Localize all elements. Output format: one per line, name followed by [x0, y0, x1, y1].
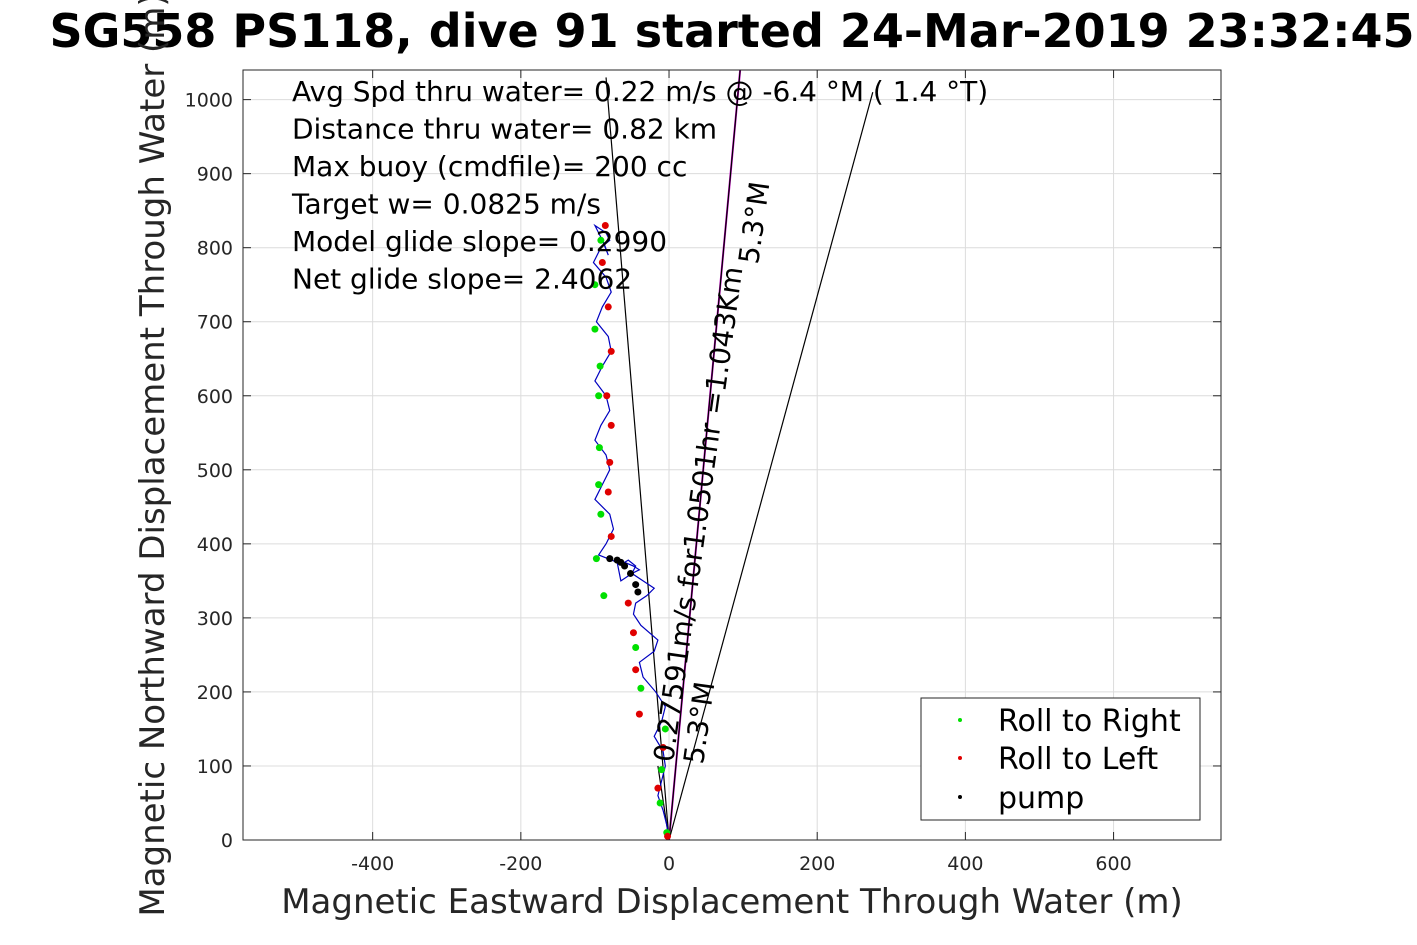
- x-tick-label: 200: [799, 853, 835, 875]
- x-tick-label: 600: [1095, 853, 1131, 875]
- y-tick-label: 600: [197, 386, 233, 408]
- roll-left-point: [659, 743, 667, 751]
- roll-right-point: [658, 766, 666, 774]
- roll-left-point: [607, 347, 615, 355]
- roll-right-point: [600, 592, 608, 600]
- x-tick-label: 400: [947, 853, 983, 875]
- reference-lines: [605, 69, 874, 841]
- y-axis-label: Magnetic Northward Displacement Through …: [133, 0, 173, 917]
- roll-left-point: [604, 303, 612, 311]
- reference-line: [668, 69, 741, 841]
- roll-left-point: [654, 784, 662, 792]
- roll-left-point: [598, 259, 606, 266]
- y-tick-label: 100: [197, 756, 233, 778]
- legend: Roll to Right Roll to Left pump: [920, 697, 1201, 821]
- roll-right-point: [597, 236, 605, 244]
- roll-points: [591, 221, 672, 840]
- legend-box: [920, 697, 1201, 821]
- y-tick-label: 500: [197, 460, 233, 482]
- reference-line: [605, 77, 670, 841]
- pump-point: [626, 569, 634, 577]
- y-tick-label: 200: [197, 682, 233, 704]
- roll-right-point: [637, 684, 645, 692]
- x-axis-label: Magnetic Eastward Displacement Through W…: [281, 882, 1183, 922]
- stats-annotation-line: Max buoy (cmdfile)= 200 cc: [292, 150, 687, 183]
- y-tick-label: 700: [197, 312, 233, 334]
- y-tick-label: 300: [197, 608, 233, 630]
- legend-label-roll-left: Roll to Left: [998, 742, 1158, 777]
- roll-left-point: [664, 832, 672, 840]
- roll-left-point: [606, 458, 614, 466]
- roll-left-point: [604, 488, 612, 496]
- pump-point: [632, 581, 640, 589]
- plot-frame: [242, 69, 1222, 841]
- y-tick-label: 1000: [185, 90, 233, 112]
- roll-right-point: [596, 362, 604, 370]
- legend-label-roll-right: Roll to Right: [998, 704, 1181, 739]
- legend-marker-roll-left: [958, 756, 962, 760]
- glider-track: [592, 223, 670, 841]
- heading-label-upper: 5.3°M: [732, 179, 776, 265]
- roll-left-point: [601, 221, 609, 229]
- roll-left-point: [635, 710, 643, 718]
- roll-left-point: [607, 532, 615, 540]
- roll-right-point: [595, 392, 603, 400]
- roll-left-point: [629, 629, 637, 637]
- roll-left-point: [603, 392, 611, 400]
- y-tick-label: 400: [197, 534, 233, 556]
- pump-point: [634, 588, 642, 596]
- reference-line: [668, 92, 874, 841]
- roll-right-point: [592, 555, 600, 563]
- roll-left-point: [632, 666, 640, 674]
- stats-annotation-line: Target w= 0.0825 m/s: [291, 188, 601, 221]
- y-tick-labels: 0 100 200 300 400 500 600 700 800 900 1000: [185, 90, 233, 852]
- roll-left-point: [607, 421, 615, 429]
- legend-marker-roll-right: [958, 718, 962, 722]
- x-tick-label: 0: [663, 853, 675, 875]
- roll-right-point: [591, 281, 599, 289]
- stats-annotation-line: Model glide slope= 0.2990: [292, 225, 667, 258]
- roll-right-point: [656, 799, 664, 807]
- x-tick-labels: -400 -200 0 200 400 600: [351, 853, 1132, 875]
- stats-annotation-line: Avg Spd thru water= 0.22 m/s @ -6.4 °M (…: [292, 75, 988, 108]
- roll-right-point: [595, 481, 603, 489]
- roll-right-point: [661, 725, 669, 733]
- y-tick-label: 800: [197, 238, 233, 260]
- y-tick-label: 0: [221, 830, 233, 852]
- pump-point: [606, 555, 614, 563]
- stats-annotation-line: Net glide slope= 2.4062: [292, 263, 632, 296]
- chart-title: SG558 PS118, dive 91 started 24-Mar-2019…: [50, 4, 1415, 58]
- roll-right-point: [595, 444, 603, 452]
- y-tick-label: 900: [197, 164, 233, 186]
- stats-annotation-line: Distance thru water= 0.82 km: [292, 113, 717, 146]
- roll-right-point: [632, 644, 640, 651]
- roll-left-point: [624, 599, 632, 607]
- pump-point: [613, 556, 621, 564]
- stats-annotations: Avg Spd thru water= 0.22 m/s @ -6.4 °M (…: [291, 75, 988, 296]
- legend-label-pump: pump: [998, 781, 1084, 816]
- legend-marker-pump: [958, 795, 962, 799]
- x-tick-label: -400: [351, 853, 394, 875]
- x-tick-label: -200: [499, 853, 542, 875]
- pump-point: [621, 562, 629, 570]
- track-layer: [592, 223, 670, 841]
- roll-right-point: [597, 510, 605, 518]
- roll-right-point: [591, 325, 599, 333]
